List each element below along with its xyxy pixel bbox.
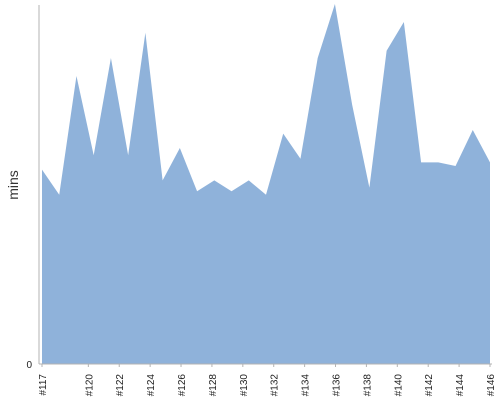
area-series — [42, 4, 490, 364]
x-tick-label: #122 — [115, 374, 126, 397]
x-tick-label: #140 — [393, 374, 404, 397]
x-tick-label: #120 — [84, 374, 95, 397]
x-tick-label: #134 — [301, 374, 312, 397]
y-axis-title: mins — [5, 170, 21, 200]
y-tick-label: 0 — [26, 360, 32, 371]
x-tick-label: #117 — [38, 374, 49, 396]
x-tick-label: #142 — [424, 374, 435, 397]
x-tick-label: #124 — [146, 374, 157, 397]
x-tick-label: #126 — [177, 374, 188, 397]
x-tick-label: #128 — [208, 374, 219, 397]
x-tick-label: #130 — [239, 374, 250, 397]
x-tick-label: #146 — [486, 374, 497, 397]
x-tick-label: #144 — [455, 374, 466, 397]
x-axis-ticks: #117 #120 #122 #124 #126 #128 #130 #132 #134 #136… — [38, 364, 497, 396]
x-tick-label: #132 — [270, 374, 281, 397]
x-tick-label: #138 — [362, 374, 373, 397]
y-axis-ticks: 0 — [26, 360, 32, 371]
x-tick-label: #136 — [332, 374, 343, 397]
area-layer — [42, 4, 490, 364]
